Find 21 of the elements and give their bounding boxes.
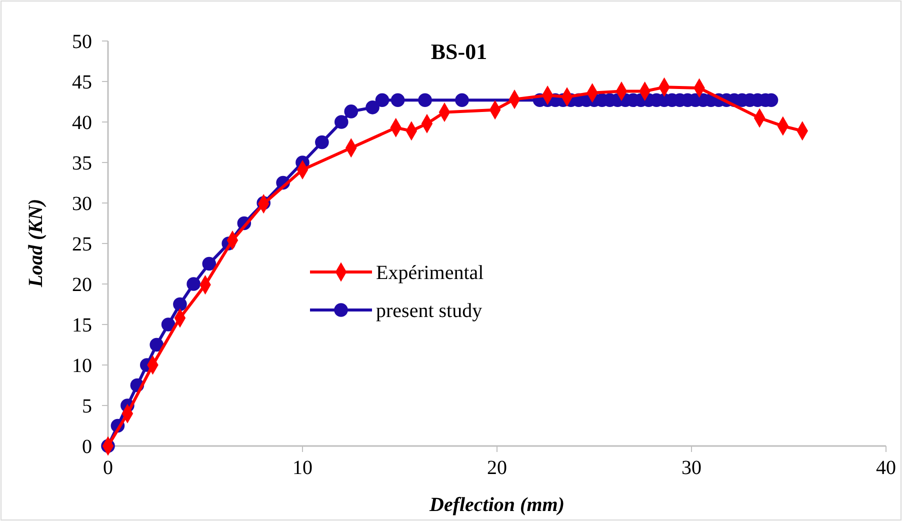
y-axis-title: Load (KN) [25,198,47,288]
y-tick-label: 10 [72,355,92,377]
x-tick-label: 20 [487,457,507,479]
x-axis-title: Deflection (mm) [428,494,564,516]
x-tick-label: 0 [103,457,113,479]
y-tick-label: 0 [82,436,92,458]
x-tick-label: 40 [876,457,896,479]
y-tick-label: 40 [72,112,92,134]
y-tick-label: 15 [72,314,92,336]
y-tick-label: 25 [72,234,92,256]
legend-label: Expérimental [376,262,484,284]
x-tick-label: 10 [292,457,312,479]
y-tick-label: 35 [72,152,92,174]
y-tick-label: 45 [72,72,92,94]
chart-title: BS-01 [430,39,488,64]
legend-label: present study [376,300,482,322]
x-tick-label: 30 [682,457,702,479]
y-tick-label: 50 [72,31,92,53]
y-tick-label: 30 [72,193,92,215]
y-tick-label: 5 [82,396,92,418]
y-tick-label: 20 [72,274,92,296]
